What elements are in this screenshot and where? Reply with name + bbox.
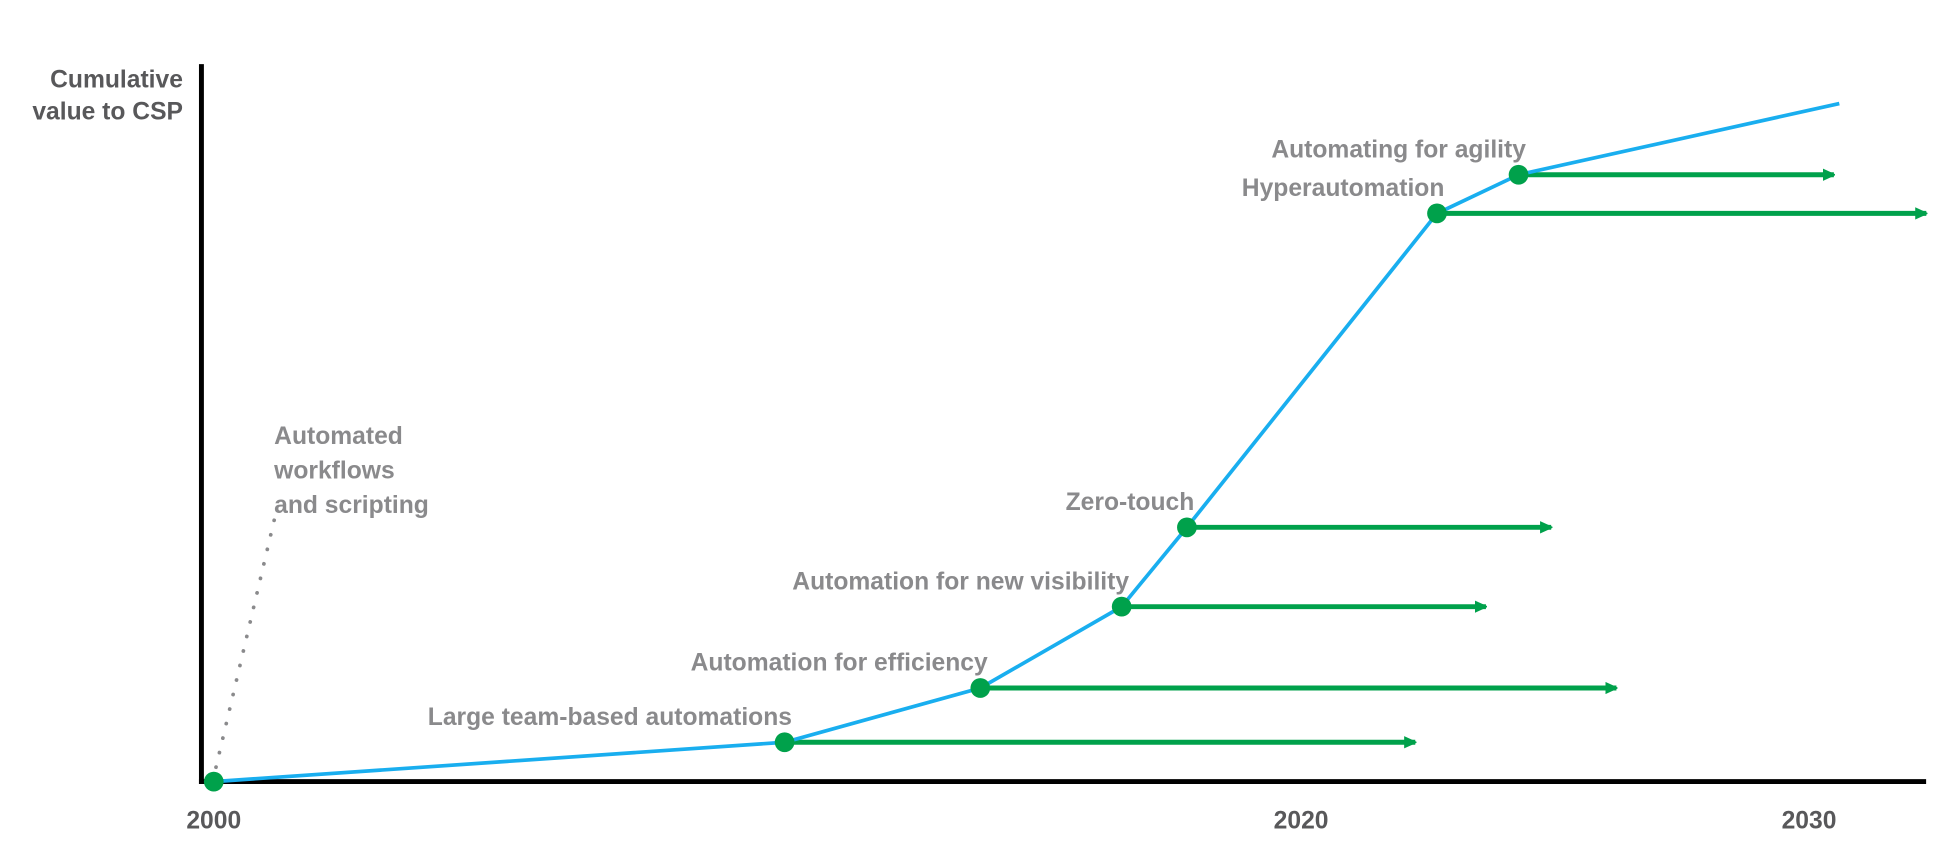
origin-annotation-line: and scripting — [274, 492, 429, 519]
milestone-point — [1427, 203, 1447, 224]
milestone-label: Automation for new visibility — [792, 568, 1129, 595]
x-tick-label-2000: 2000 — [186, 807, 241, 834]
x-tick-label-2030: 2030 — [1782, 807, 1837, 834]
milestone-label: Automation for efficiency — [691, 650, 988, 677]
origin-annotation-line: Automated — [274, 423, 403, 450]
milestone-label: Hyperautomation — [1242, 175, 1445, 202]
milestone-point — [970, 678, 991, 698]
milestone-label: Zero-touch — [1066, 489, 1195, 516]
milestone-label: Automating for agility — [1271, 136, 1526, 163]
y-axis-title-line-1: Cumulative — [50, 67, 183, 94]
milestone-point — [1111, 596, 1132, 617]
milestone-point — [774, 732, 795, 753]
origin-leader-line — [211, 518, 277, 779]
origin-annotation-line: workflows — [273, 457, 394, 484]
origin-point — [203, 771, 224, 792]
milestone-label: Large team-based automations — [428, 704, 792, 731]
milestone-point — [1508, 164, 1529, 185]
milestone-point — [1177, 517, 1197, 538]
value-curve — [213, 101, 1840, 784]
x-tick-label-2020: 2020 — [1274, 807, 1329, 834]
y-axis-title-line-2: value to CSP — [32, 99, 183, 126]
